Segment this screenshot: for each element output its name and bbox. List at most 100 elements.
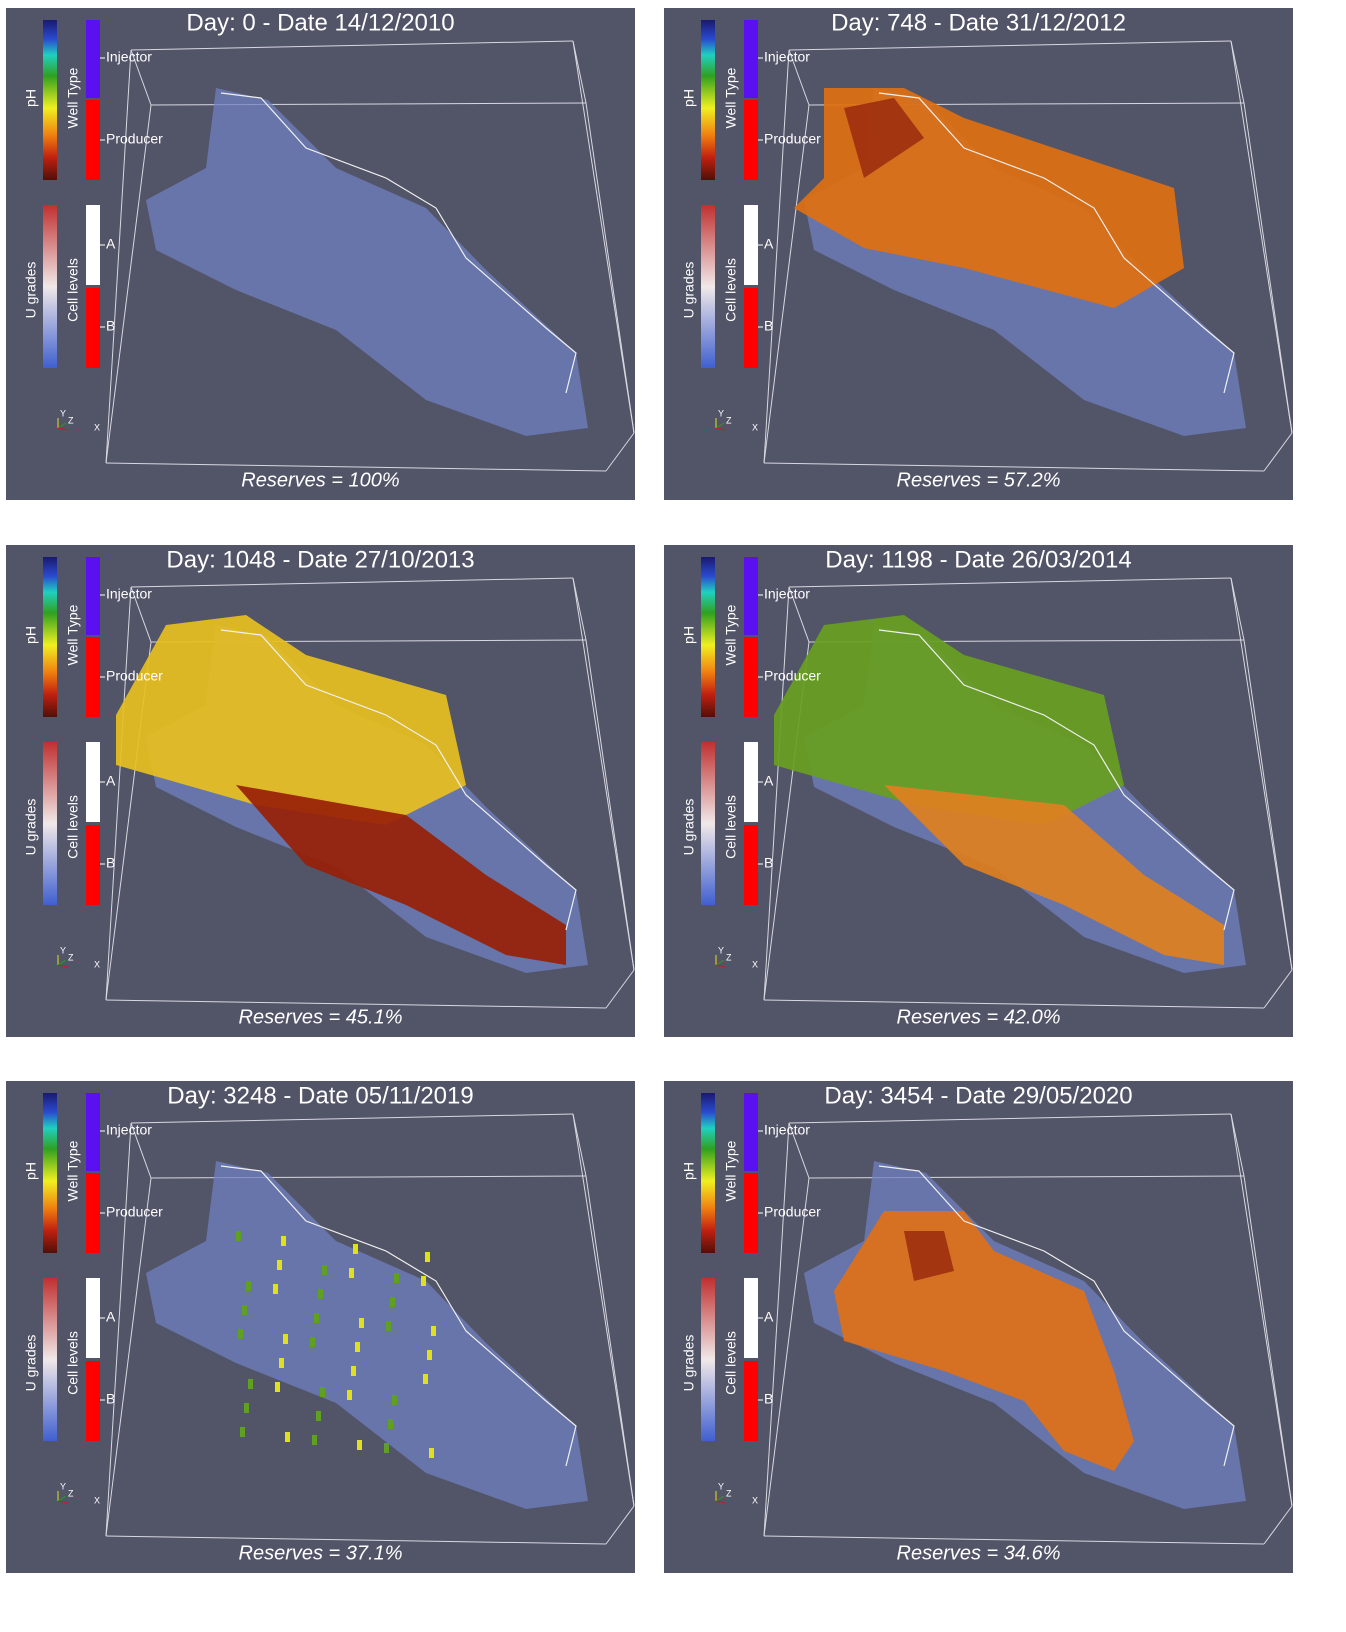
bounding-box-edge <box>130 40 574 51</box>
axis-label: Z <box>726 415 732 425</box>
reserves: Reserves = 34.6% <box>897 1542 1061 1564</box>
producer-swatch <box>86 637 100 717</box>
panel-title: Day: 3454 - Date 29/05/2020 <box>824 1082 1132 1109</box>
bounding-box-edge <box>585 639 635 971</box>
ph-region <box>904 1231 954 1281</box>
level-b-swatch <box>86 1361 100 1441</box>
well-marker <box>285 1432 290 1442</box>
well-marker <box>316 1411 321 1421</box>
axis-label: Y <box>718 1481 724 1491</box>
bounding-box-edge <box>105 1535 607 1545</box>
bounding-box-edge <box>1263 969 1293 1009</box>
level-a-swatch <box>744 205 758 285</box>
producer-swatch <box>744 100 758 180</box>
level-a-swatch <box>744 1278 758 1358</box>
panel: Day: 748 - Date 31/12/2012 Reserves = 57.… <box>664 8 1293 500</box>
bounding-box-edge <box>572 1113 587 1177</box>
legend-label: Producer <box>106 131 163 147</box>
well-marker <box>351 1366 356 1376</box>
injector-swatch <box>86 20 100 98</box>
bounding-box-edge <box>1263 432 1293 472</box>
ph-colorbar <box>43 20 57 180</box>
legend-title: Cell levels <box>723 795 739 859</box>
panel-title: Day: 3248 - Date 05/11/2019 <box>167 1082 473 1109</box>
bounding-box-edge <box>130 49 152 106</box>
producer-swatch <box>744 1173 758 1253</box>
level-a-swatch <box>86 205 100 285</box>
legend-title: U grades <box>23 1335 39 1392</box>
bounding-box-edge <box>788 586 810 643</box>
well-marker <box>355 1342 360 1352</box>
legend-label: B <box>106 855 115 871</box>
axis-label: Z <box>68 952 74 962</box>
well-marker <box>421 1276 426 1286</box>
well-marker <box>392 1395 397 1405</box>
legend-label: A <box>764 236 774 252</box>
legend-title: pH <box>681 626 697 644</box>
ph-colorbar <box>701 557 715 717</box>
well-marker <box>347 1390 352 1400</box>
well-marker <box>312 1435 317 1445</box>
legend-title: U grades <box>23 799 39 856</box>
legend-title: pH <box>681 1162 697 1180</box>
legend-label: Producer <box>106 668 163 684</box>
well-pattern <box>878 629 1235 931</box>
legend-label: B <box>764 855 773 871</box>
well-marker <box>273 1284 278 1294</box>
well-marker <box>322 1265 327 1275</box>
bounding-box-edge <box>1230 1113 1293 1507</box>
axis-z <box>57 422 67 429</box>
legend-title: Well Type <box>723 67 739 128</box>
legend-label: B <box>106 318 115 334</box>
well-marker <box>429 1448 434 1458</box>
axis-label: X <box>94 422 100 432</box>
axis-label: X <box>752 1495 758 1505</box>
well-marker <box>246 1281 251 1291</box>
bounding-box-edge <box>788 577 1232 588</box>
axis-label: Z <box>68 415 74 425</box>
axis-label: Z <box>68 1488 74 1498</box>
well-marker <box>310 1337 315 1347</box>
panel: Day: 3248 - Date 05/11/2019 Reserves = 37… <box>6 1081 635 1573</box>
ph-colorbar <box>43 557 57 717</box>
well-marker <box>357 1440 362 1450</box>
bounding-box-edge <box>105 104 152 464</box>
well-marker <box>244 1403 249 1413</box>
bounding-box-edge <box>1243 102 1293 434</box>
well-marker <box>277 1260 282 1270</box>
well-pattern <box>220 629 577 931</box>
bounding-box-edge <box>605 1505 635 1545</box>
well-marker <box>431 1326 436 1336</box>
legend-title: pH <box>23 89 39 107</box>
axis-z <box>715 1495 725 1502</box>
bounding-box-edge <box>763 1177 810 1537</box>
legend-title: pH <box>23 1162 39 1180</box>
axis-x <box>715 964 727 968</box>
bounding-box-edge <box>105 999 607 1009</box>
bounding-box-edge <box>1230 40 1245 104</box>
legend-title: pH <box>23 626 39 644</box>
bounding-box-edge <box>130 577 574 588</box>
reservoir-cells <box>146 1161 588 1509</box>
panel: Day: 3454 - Date 29/05/2020 Reserves = 34… <box>664 1081 1293 1573</box>
bounding-box-edge <box>585 1175 635 1507</box>
legend-label: Injector <box>764 1122 810 1138</box>
well-marker <box>275 1382 280 1392</box>
legend-label: Injector <box>764 49 810 65</box>
injector-swatch <box>744 20 758 98</box>
reserves: Reserves = 37.1% <box>239 1542 403 1564</box>
axis-label: X <box>752 422 758 432</box>
level-b-swatch <box>744 288 758 368</box>
reserves: Reserves = 57.2% <box>897 469 1061 491</box>
reserves: Reserves = 42.0% <box>897 1006 1061 1028</box>
axis-z <box>57 959 67 966</box>
panel: Day: 0 - Date 14/12/2010 Reserves = 100% p… <box>6 8 635 500</box>
axis-label: X <box>94 959 100 969</box>
bounding-box-edge <box>105 49 132 464</box>
level-b-swatch <box>744 825 758 905</box>
well-marker <box>281 1236 286 1246</box>
bounding-box-edge <box>1230 577 1293 971</box>
legend-title: Cell levels <box>65 258 81 322</box>
well-pattern <box>878 1165 1235 1467</box>
bounding-box-edge <box>788 49 810 106</box>
